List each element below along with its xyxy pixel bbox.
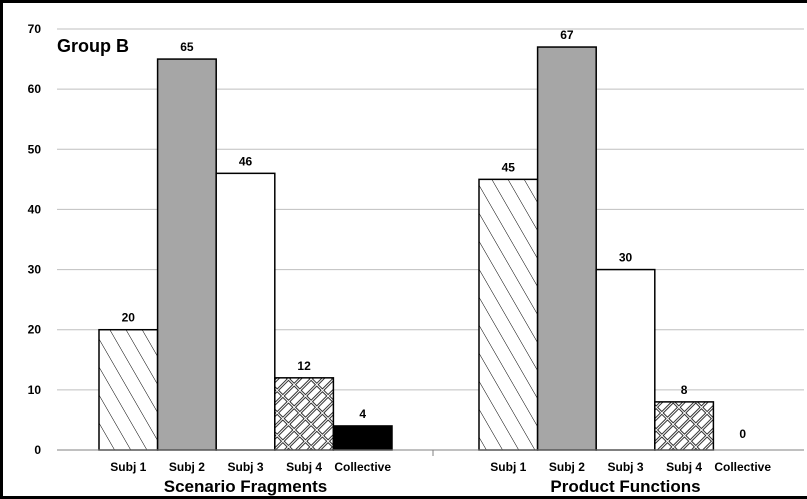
data-label: 30	[619, 251, 633, 265]
y-tick-label: 30	[28, 263, 42, 277]
x-tick-label: Subj 2	[169, 460, 205, 474]
data-label: 46	[239, 154, 253, 168]
y-tick-label: 60	[28, 82, 42, 96]
data-labels: 20 65 46 12 4 45 67 30 8 0	[122, 28, 747, 441]
bar	[156, 58, 217, 451]
y-tick-label: 40	[28, 202, 42, 216]
bar	[536, 46, 597, 451]
x-tick-label: Subj 1	[490, 460, 526, 474]
x-tick-label: Subj 3	[227, 460, 263, 474]
bar	[274, 377, 335, 451]
data-label: 67	[560, 28, 574, 42]
data-label: 4	[359, 407, 366, 421]
x-tick-label: Subj 4	[666, 460, 702, 474]
chart-title: Group B	[57, 36, 129, 56]
y-tick-label: 70	[28, 22, 42, 36]
y-tick-label: 50	[28, 142, 42, 156]
data-label: 0	[739, 427, 746, 441]
x-tick-label: Subj 2	[549, 460, 585, 474]
data-label: 20	[122, 311, 136, 325]
x-tick-label: Collective	[334, 460, 391, 474]
category-labels: Subj 1 Subj 2 Subj 3 Subj 4 Collective Subj 1…	[110, 460, 771, 474]
data-label: 8	[681, 383, 688, 397]
x-tick-label: Collective	[714, 460, 771, 474]
y-tick-label: 20	[28, 323, 42, 337]
bar	[478, 178, 539, 451]
y-tick-label: 10	[28, 383, 42, 397]
bar	[332, 425, 393, 451]
bar	[654, 401, 715, 451]
data-label: 65	[180, 40, 194, 54]
bars	[98, 46, 715, 451]
data-label: 12	[297, 359, 311, 373]
bar	[98, 328, 159, 451]
x-tick-label: Subj 3	[607, 460, 643, 474]
group-title-product-functions: Product Functions	[550, 477, 700, 496]
bar	[215, 172, 276, 451]
x-tick-label: Subj 1	[110, 460, 146, 474]
x-tick-label: Subj 4	[286, 460, 322, 474]
group-title-scenario-fragments: Scenario Fragments	[164, 477, 327, 496]
y-axis-ticks: 0 10 20 30 40 50 60 70	[28, 22, 42, 457]
bar	[595, 268, 656, 451]
y-tick-label: 0	[34, 443, 41, 457]
data-label: 45	[502, 160, 516, 174]
